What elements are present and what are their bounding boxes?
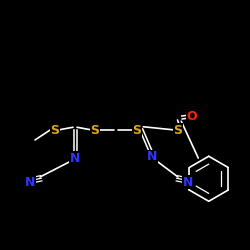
Text: S: S (50, 124, 59, 136)
Text: S: S (132, 124, 141, 136)
Text: N: N (70, 152, 80, 164)
Text: N: N (25, 176, 35, 188)
Text: S: S (174, 124, 182, 136)
Text: N: N (147, 150, 157, 164)
Text: O: O (187, 110, 197, 122)
Text: S: S (90, 124, 100, 136)
Text: N: N (183, 176, 193, 188)
